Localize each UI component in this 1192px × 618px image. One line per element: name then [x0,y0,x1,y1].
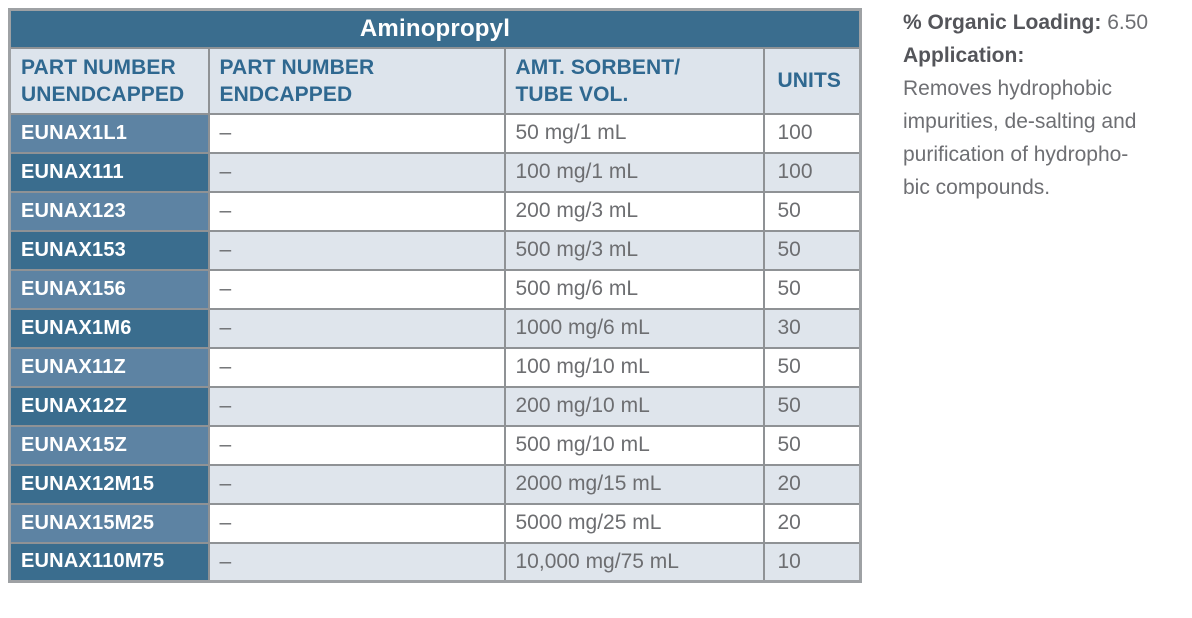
amt-sorbent-tube-vol-cell: 50 mg/1 mL [503,112,765,154]
application-label: Application: [903,44,1025,67]
units-cell: 100 [762,151,862,193]
part-number-unendcapped-cell: EUNAX12M15 [8,463,210,505]
part-number-unendcapped-cell: EUNAX153 [8,229,210,271]
units-cell: 50 [762,424,862,466]
amt-sorbent-tube-vol-cell: 200 mg/3 mL [503,190,765,232]
application-text: Removes hydrophobic impurities, de-saltin… [903,72,1188,204]
column-header-part-number-unendcapped: PART NUMBER UNENDCAPPED [8,46,210,115]
organic-loading-line: % Organic Loading: 6.50 [903,6,1188,39]
part-number-endcapped-cell: – [207,424,506,466]
amt-sorbent-tube-vol-cell: 5000 mg/25 mL [503,502,765,544]
part-number-unendcapped-cell: EUNAX156 [8,268,210,310]
part-number-unendcapped-cell: EUNAX1L1 [8,112,210,154]
amt-sorbent-tube-vol-cell: 500 mg/3 mL [503,229,765,271]
column-header-units: UNITS [762,46,862,115]
part-number-endcapped-cell: – [207,151,506,193]
table-title-row: Aminopropyl [8,8,862,49]
amt-sorbent-tube-vol-cell: 2000 mg/15 mL [503,463,765,505]
units-cell: 20 [762,463,862,505]
amt-sorbent-tube-vol-cell: 500 mg/6 mL [503,268,765,310]
part-number-unendcapped-cell: EUNAX111 [8,151,210,193]
units-cell: 50 [762,190,862,232]
part-number-endcapped-cell: – [207,307,506,349]
column-header-amt-sorbent-tube-vol: AMT. SORBENT/ TUBE VOL. [503,46,765,115]
units-cell: 50 [762,229,862,271]
table-title: Aminopropyl [8,8,862,49]
part-number-endcapped-cell: – [207,268,506,310]
table-row: EUNAX11Z – 100 mg/10 mL 50 [8,346,862,388]
table-row: EUNAX15M25 – 5000 mg/25 mL 20 [8,502,862,544]
organic-loading-value: 6.50 [1107,11,1149,34]
units-cell: 50 [762,385,862,427]
product-info-sidebar: % Organic Loading: 6.50 Application: Rem… [903,6,1188,204]
units-cell: 100 [762,112,862,154]
units-cell: 50 [762,346,862,388]
table-header-row: PART NUMBER UNENDCAPPED PART NUMBER ENDC… [8,46,862,115]
amt-sorbent-tube-vol-cell: 100 mg/1 mL [503,151,765,193]
units-cell: 10 [762,541,862,583]
amt-sorbent-tube-vol-cell: 500 mg/10 mL [503,424,765,466]
units-cell: 50 [762,268,862,310]
table-row: EUNAX12M15 – 2000 mg/15 mL 20 [8,463,862,505]
amt-sorbent-tube-vol-cell: 200 mg/10 mL [503,385,765,427]
amt-sorbent-tube-vol-cell: 100 mg/10 mL [503,346,765,388]
amt-sorbent-tube-vol-cell: 10,000 mg/75 mL [503,541,765,583]
part-number-endcapped-cell: – [207,385,506,427]
table-row: EUNAX111 – 100 mg/1 mL 100 [8,151,862,193]
table-row: EUNAX1L1 – 50 mg/1 mL 100 [8,112,862,154]
part-number-unendcapped-cell: EUNAX15Z [8,424,210,466]
table-row: EUNAX110M75 – 10,000 mg/75 mL 10 [8,541,862,583]
organic-loading-label: % Organic Loading: [903,11,1102,34]
part-number-endcapped-cell: – [207,190,506,232]
amt-sorbent-tube-vol-cell: 1000 mg/6 mL [503,307,765,349]
table-row: EUNAX15Z – 500 mg/10 mL 50 [8,424,862,466]
table-row: EUNAX12Z – 200 mg/10 mL 50 [8,385,862,427]
part-number-endcapped-cell: – [207,502,506,544]
units-cell: 20 [762,502,862,544]
column-header-part-number-endcapped: PART NUMBER ENDCAPPED [207,46,506,115]
table-row: EUNAX123 – 200 mg/3 mL 50 [8,190,862,232]
part-number-unendcapped-cell: EUNAX110M75 [8,541,210,583]
application-line: impurities, de-salting and [903,110,1137,133]
table-row: EUNAX156 – 500 mg/6 mL 50 [8,268,862,310]
part-number-unendcapped-cell: EUNAX11Z [8,346,210,388]
part-number-endcapped-cell: – [207,112,506,154]
application-line: bic compounds. [903,176,1051,199]
part-number-unendcapped-cell: EUNAX12Z [8,385,210,427]
units-cell: 30 [762,307,862,349]
part-number-endcapped-cell: – [207,541,506,583]
table-body: EUNAX1L1 – 50 mg/1 mL 100 EUNAX111 – 100… [8,112,862,583]
part-number-endcapped-cell: – [207,463,506,505]
part-number-unendcapped-cell: EUNAX15M25 [8,502,210,544]
table-row: EUNAX1M6 – 1000 mg/6 mL 30 [8,307,862,349]
application-line: purification of hydropho- [903,143,1129,166]
application-line: Removes hydrophobic [903,77,1112,100]
part-number-endcapped-cell: – [207,346,506,388]
part-number-unendcapped-cell: EUNAX123 [8,190,210,232]
part-number-endcapped-cell: – [207,229,506,271]
table-row: EUNAX153 – 500 mg/3 mL 50 [8,229,862,271]
sorbent-table: Aminopropyl PART NUMBER UNENDCAPPED PART… [8,8,862,583]
part-number-unendcapped-cell: EUNAX1M6 [8,307,210,349]
